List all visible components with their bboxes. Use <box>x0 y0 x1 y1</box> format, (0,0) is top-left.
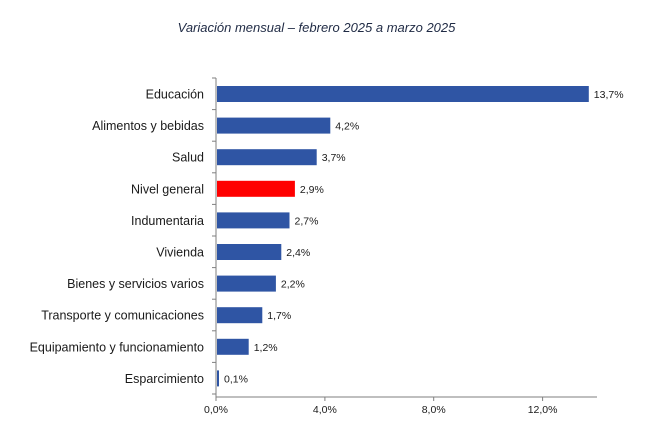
category-label-2: Salud <box>172 151 204 165</box>
value-label-3: 2,9% <box>300 184 324 196</box>
category-label-5: Vivienda <box>156 246 204 260</box>
category-label-6: Bienes y servicios varios <box>67 277 204 291</box>
bar-9 <box>217 370 219 387</box>
category-label-4: Indumentaria <box>131 214 204 228</box>
category-label-0: Educación <box>146 88 204 102</box>
value-label-0: 13,7% <box>594 89 624 101</box>
bar-6 <box>217 275 276 292</box>
category-label-3: Nivel general <box>131 182 204 196</box>
bars-layer <box>217 86 589 387</box>
bar-5 <box>217 244 282 260</box>
value-label-5: 2,4% <box>286 247 310 259</box>
category-label-7: Transporte y comunicaciones <box>41 309 204 323</box>
x-tick-label-3: 12,0% <box>528 404 558 416</box>
bar-4 <box>217 212 290 229</box>
chart-title: Variación mensual – febrero 2025 a marzo… <box>177 20 456 35</box>
value-label-6: 2,2% <box>281 279 305 291</box>
value-label-1: 4,2% <box>335 121 359 133</box>
value-labels-layer: 13,7% 4,2% 3,7% 2,9% 2,7% 2,4% 2,2% 1,7% 1,2% 0,1… <box>224 89 624 385</box>
bar-2 <box>217 149 317 166</box>
value-label-9: 0,1% <box>224 373 248 385</box>
bar-7 <box>217 307 263 324</box>
value-label-7: 1,7% <box>267 310 291 322</box>
category-labels-layer: Educación Alimentos y bebidas Salud Nivel g… <box>30 88 204 386</box>
value-label-8: 1,2% <box>254 342 278 354</box>
x-tick-label-0: 0,0% <box>204 404 228 416</box>
value-label-4: 2,7% <box>295 215 319 227</box>
value-label-2: 3,7% <box>322 152 346 164</box>
bar-1 <box>217 117 331 134</box>
category-label-1: Alimentos y bebidas <box>92 119 204 133</box>
category-label-9: Esparcimiento <box>125 372 204 386</box>
bar-3 <box>217 180 295 197</box>
axis-layer: 0,0% 4,0% 8,0% 12,0% <box>204 77 597 416</box>
bar-8 <box>217 338 249 355</box>
category-label-8: Equipamiento y funcionamiento <box>30 340 204 354</box>
bar-0 <box>217 86 589 102</box>
x-tick-label-2: 8,0% <box>422 404 446 416</box>
x-tick-label-1: 4,0% <box>313 404 337 416</box>
